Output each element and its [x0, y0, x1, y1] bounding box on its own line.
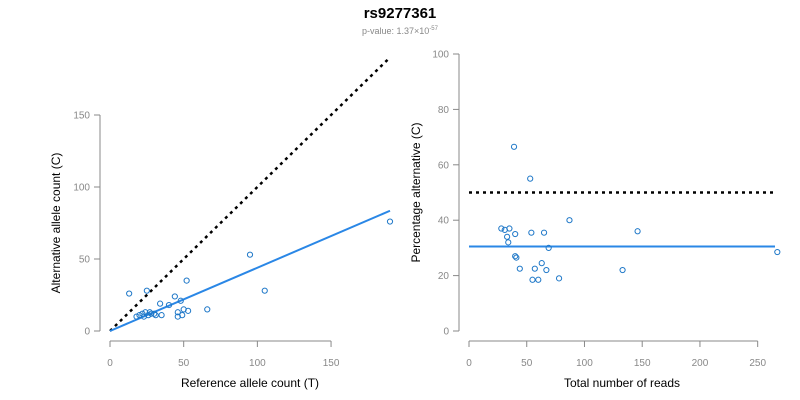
chart-0-x-tick-label: 50	[178, 358, 190, 369]
chart-0-data-point	[165, 301, 173, 309]
chart-0-fit-line	[109, 209, 391, 332]
chart-1-data-point	[543, 266, 550, 274]
chart-0-data-point	[126, 290, 133, 297]
chart-0-data-point	[386, 218, 394, 225]
chart-1-data-point	[504, 233, 511, 240]
chart-0-data-point	[183, 277, 190, 284]
chart-0-x-tick-label: 100	[249, 358, 266, 369]
chart-0-x-tick-label: 0	[107, 358, 113, 369]
chart-0-data-point	[177, 297, 184, 304]
chart-1-x-tick-label: 150	[634, 358, 651, 369]
chart-1-data-point	[531, 265, 538, 272]
chart-1-y-tick-label: 100	[432, 50, 449, 61]
chart-1-data-point	[506, 225, 513, 232]
chart-1-data-point	[535, 276, 542, 283]
chart-1-data-point	[512, 230, 519, 238]
chart-1-data-point	[774, 248, 781, 256]
chart-1-data-point	[527, 175, 534, 182]
chart-0-x-tick-label: 150	[323, 358, 340, 369]
chart-1-data-point	[516, 265, 523, 272]
chart-0-data-point	[174, 309, 181, 316]
chart-0-reference-line	[109, 56, 391, 332]
chart-1-data-point	[513, 254, 520, 261]
chart-1-data-point	[512, 253, 519, 260]
chart-0-data-point	[246, 251, 254, 258]
chart-1-x-tick-label: 250	[749, 358, 766, 369]
chart-0-data-point	[151, 310, 158, 317]
chart-1-x-tick-label: 0	[466, 358, 472, 369]
chart-1-data-point	[540, 229, 548, 236]
chart-0-data-point	[158, 312, 165, 319]
chart-0-x-axis-title: Reference allele count (T)	[181, 376, 319, 390]
figure-title: rs9277361	[364, 5, 437, 22]
chart-1-y-tick-label: 40	[438, 216, 450, 227]
chart-0-data-point	[185, 307, 192, 314]
chart-0-data-point	[171, 293, 178, 300]
figure-subtitle: p-value: 1.37×10-57	[362, 26, 439, 36]
chart-0-y-tick-label: 50	[79, 255, 91, 266]
chart-0-data-point	[152, 312, 159, 319]
chart-1-data-point	[545, 244, 552, 251]
subtitle-prefix: p-value: 1.37×10	[362, 26, 429, 36]
chart-0-y-tick-label: 0	[84, 327, 90, 338]
chart-0-data-point	[157, 300, 164, 307]
chart-1-y-tick-label: 60	[438, 160, 450, 171]
chart-1-data-point	[634, 228, 641, 235]
chart-0-data-point	[261, 287, 268, 294]
chart-1-y-axis-title: Percentage alternative (C)	[409, 122, 423, 262]
chart-1-y-tick-label: 80	[438, 105, 450, 116]
chart-1-x-tick-label: 50	[521, 358, 533, 369]
chart-1-data-point	[538, 260, 545, 267]
chart-1-data-point	[555, 275, 563, 282]
left-scatter-panel: 0 50 100 150 0 50 100 150 Reference allele count…	[49, 56, 394, 390]
chart-0-y-tick-label: 100	[73, 183, 90, 194]
chart-1-data-point	[528, 229, 535, 236]
chart-1-data-point	[529, 276, 536, 283]
chart-1-x-tick-label: 100	[576, 358, 593, 369]
subtitle-exponent: -57	[429, 26, 438, 32]
chart-0-data-point	[133, 313, 140, 320]
chart-1-y-tick-label: 0	[443, 327, 449, 338]
chart-1-data-point	[566, 217, 573, 224]
chart-0-data-point	[204, 306, 211, 313]
chart-1-y-tick-label: 20	[438, 271, 450, 282]
chart-1-x-axis-title: Total number of reads	[564, 376, 680, 390]
chart-0-y-axis-title: Alternative allele count (C)	[49, 153, 63, 294]
chart-1-data-point	[505, 239, 512, 246]
right-scatter-panel: 0 20 40 60 80 100 0 50 100 150 200 250 Total number …	[409, 50, 781, 390]
chart-0-y-tick-label: 150	[73, 111, 90, 122]
chart-1-data-point	[510, 143, 518, 150]
chart-0-data-point	[143, 287, 150, 294]
chart-1-data-point	[498, 225, 505, 232]
chart-1-data-point	[619, 266, 626, 274]
chart-1-x-tick-label: 200	[692, 358, 709, 369]
chart-0-data-point	[179, 312, 186, 319]
